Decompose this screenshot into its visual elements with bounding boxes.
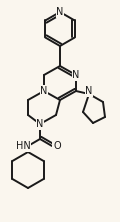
Text: N: N — [40, 86, 48, 96]
Text: HN: HN — [16, 141, 30, 151]
Text: N: N — [56, 7, 64, 17]
Text: N: N — [72, 70, 80, 80]
Text: N: N — [85, 86, 93, 96]
Text: N: N — [36, 119, 44, 129]
Text: O: O — [53, 141, 61, 151]
